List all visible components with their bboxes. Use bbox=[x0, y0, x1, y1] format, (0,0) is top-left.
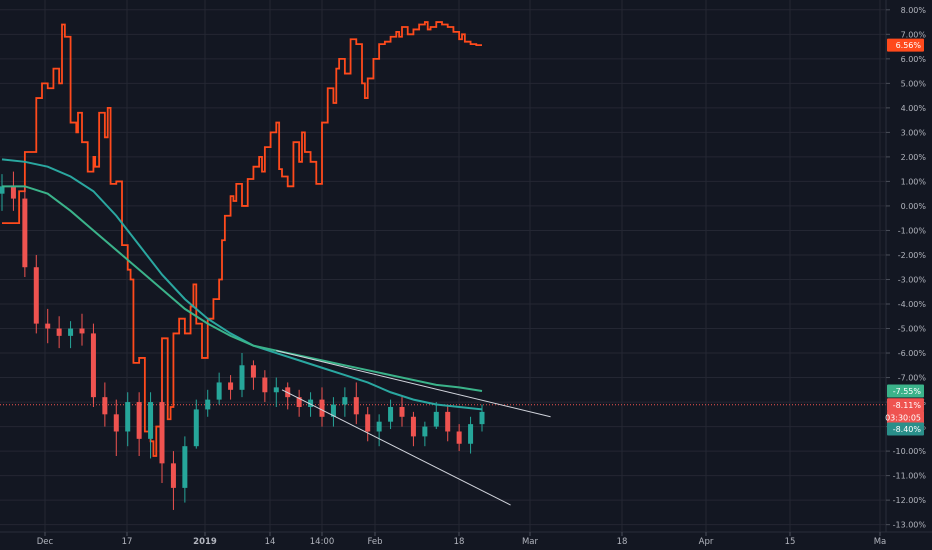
y-tick-label: -2.00% bbox=[898, 251, 927, 260]
y-tick-label: 5.00% bbox=[901, 79, 927, 88]
candle-body bbox=[148, 402, 154, 439]
candle-body bbox=[296, 397, 302, 407]
time-axis[interactable]: Dec 17 2019 14 14:00 Feb 18 Mar 18 Apr 15 Ma bbox=[37, 532, 887, 547]
y-tick-label: -11.00% bbox=[893, 472, 927, 481]
candle-body bbox=[456, 431, 462, 444]
candle-body bbox=[330, 404, 336, 417]
x-tick-label: 18 bbox=[454, 537, 465, 547]
y-tick-label: -6.00% bbox=[898, 349, 927, 358]
price-badge-label: 03:30:05 bbox=[885, 413, 921, 422]
candle-body bbox=[193, 409, 199, 447]
candle-body bbox=[113, 414, 119, 432]
price-badge bbox=[887, 384, 924, 398]
y-tick-label: -12.00% bbox=[893, 496, 927, 505]
candle-body bbox=[445, 411, 451, 432]
candle-body bbox=[0, 186, 5, 194]
y-tick-label: -1.00% bbox=[898, 226, 927, 235]
candle-body bbox=[410, 416, 416, 437]
x-tick-label: Mar bbox=[522, 537, 539, 547]
x-tick-label: 14 bbox=[265, 537, 276, 547]
candle-body bbox=[33, 267, 39, 324]
candle-body bbox=[308, 399, 314, 407]
x-tick-label: Feb bbox=[367, 537, 382, 547]
price-badges: 6.56% -7.55% -8.11% 03:30:05 -8.40% bbox=[885, 38, 924, 436]
y-tick-label: 3.00% bbox=[901, 128, 927, 137]
x-tick-label: Apr bbox=[699, 537, 714, 547]
trendline[interactable] bbox=[281, 389, 511, 506]
price-badge bbox=[887, 38, 924, 52]
trendline[interactable] bbox=[276, 350, 551, 418]
x-tick-label: 18 bbox=[617, 537, 628, 547]
candle-body bbox=[10, 186, 16, 199]
candle-body bbox=[422, 426, 428, 437]
price-badge-label: -8.40% bbox=[893, 425, 922, 434]
candle-body bbox=[353, 397, 359, 415]
candle-body bbox=[79, 328, 85, 334]
candle-body bbox=[468, 424, 474, 444]
candle-body bbox=[56, 328, 62, 336]
price-badge-label: 6.56% bbox=[896, 41, 922, 50]
moving-average-line bbox=[1, 158, 483, 411]
y-tick-label: -5.00% bbox=[898, 325, 927, 334]
y-tick-label: 7.00% bbox=[901, 30, 927, 39]
candle-body bbox=[22, 198, 28, 268]
candle-body bbox=[125, 402, 131, 432]
candle-body bbox=[479, 411, 485, 425]
candle-body bbox=[90, 333, 96, 398]
candle-body bbox=[399, 406, 405, 417]
y-tick-label: 1.00% bbox=[901, 177, 927, 186]
candle-body bbox=[205, 399, 211, 410]
x-tick-label: 17 bbox=[122, 537, 133, 547]
y-tick-label: -3.00% bbox=[898, 275, 927, 284]
moving-average-line bbox=[2, 185, 483, 393]
price-badge-label: -8.11% bbox=[893, 401, 922, 410]
candle-body bbox=[159, 402, 165, 464]
price-badge bbox=[887, 410, 924, 424]
y-tick-label: 2.00% bbox=[901, 153, 927, 162]
candle-body bbox=[239, 365, 245, 390]
candle-body bbox=[45, 323, 51, 329]
orange-step-series bbox=[2, 21, 482, 457]
candle-body bbox=[319, 399, 325, 417]
y-tick-label: 8.00% bbox=[901, 6, 927, 15]
candle-body bbox=[182, 446, 188, 488]
candle-body bbox=[273, 387, 279, 393]
candle-body bbox=[388, 406, 394, 422]
candle-body bbox=[216, 382, 222, 400]
candle-body bbox=[250, 365, 256, 378]
y-tick-label: 4.00% bbox=[901, 104, 927, 113]
price-badge bbox=[887, 422, 924, 436]
y-tick-label: 6.00% bbox=[901, 55, 927, 64]
price-badge-label: -7.55% bbox=[893, 387, 922, 396]
price-axis[interactable]: 8.00% 7.00% 6.00% 5.00% 4.00% 3.00% 2.00% 1.00%… bbox=[886, 6, 926, 530]
candle-body bbox=[365, 414, 371, 432]
candle-body bbox=[170, 463, 176, 488]
x-tick-label: 14:00 bbox=[310, 537, 335, 547]
grid bbox=[0, 0, 886, 532]
x-tick-label: Ma bbox=[874, 537, 887, 547]
y-tick-label: -13.00% bbox=[893, 521, 927, 530]
candle-body bbox=[262, 377, 268, 393]
candle-body bbox=[102, 397, 108, 415]
x-tick-label: Dec bbox=[37, 537, 54, 547]
candle-body bbox=[228, 382, 234, 390]
y-tick-label: 0.00% bbox=[901, 202, 927, 211]
price-badge bbox=[887, 398, 924, 412]
y-tick-label: -10.00% bbox=[893, 447, 927, 456]
x-tick-label: 15 bbox=[785, 537, 796, 547]
y-tick-label: -7.00% bbox=[898, 374, 927, 383]
candle-body bbox=[342, 397, 348, 405]
candle-body bbox=[433, 411, 439, 427]
candle-body bbox=[376, 421, 382, 432]
candle-body bbox=[68, 328, 74, 336]
x-tick-label: 2019 bbox=[193, 537, 217, 547]
plot-area bbox=[0, 21, 886, 510]
y-tick-label: -4.00% bbox=[898, 300, 927, 309]
candle-body bbox=[136, 402, 142, 439]
